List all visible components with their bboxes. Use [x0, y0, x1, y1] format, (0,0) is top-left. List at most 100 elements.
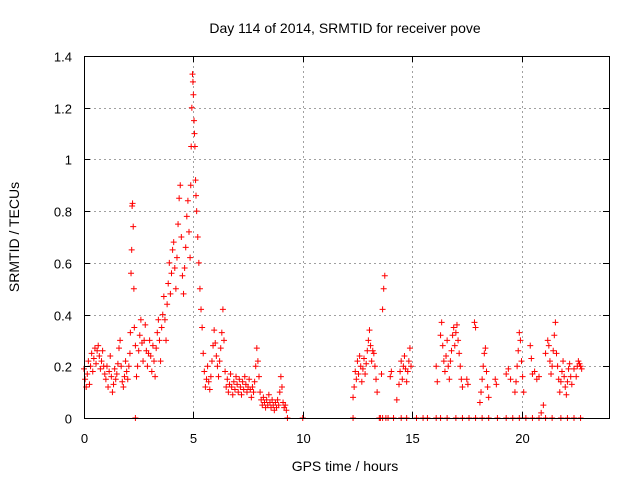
data-point	[571, 365, 577, 372]
data-point	[399, 376, 406, 383]
data-point	[193, 208, 200, 215]
data-point	[166, 259, 173, 266]
data-point	[275, 402, 282, 409]
data-point	[358, 378, 365, 385]
data-point	[472, 324, 479, 331]
data-point	[118, 363, 125, 370]
data-point	[191, 117, 198, 124]
data-point	[551, 332, 558, 339]
data-point	[128, 246, 135, 253]
data-point	[397, 368, 404, 375]
data-point	[531, 368, 538, 375]
data-point	[361, 355, 367, 362]
data-point	[254, 358, 261, 365]
y-tick-label: 0	[65, 412, 72, 427]
data-point	[190, 91, 197, 98]
data-point	[560, 358, 567, 365]
data-point	[135, 347, 142, 354]
data-point	[505, 365, 512, 372]
data-point	[401, 352, 408, 359]
data-point	[112, 376, 119, 383]
data-point	[353, 376, 360, 383]
data-point	[148, 368, 155, 375]
data-point	[224, 376, 231, 383]
data-point	[161, 316, 168, 323]
data-point	[191, 143, 198, 150]
data-point	[131, 324, 138, 331]
data-point	[107, 352, 114, 359]
data-point	[278, 383, 285, 390]
data-point	[457, 363, 464, 370]
data-point	[445, 363, 452, 370]
data-point	[441, 368, 448, 375]
data-point	[257, 389, 264, 396]
data-point	[573, 373, 580, 380]
data-point	[274, 396, 281, 403]
data-point	[140, 358, 147, 365]
data-point	[455, 337, 462, 344]
data-point	[146, 337, 153, 344]
data-point	[374, 389, 381, 396]
data-point	[133, 373, 140, 380]
x-tick-label: 0	[81, 431, 88, 446]
data-point	[381, 272, 388, 279]
data-point	[379, 306, 386, 313]
data-point	[109, 389, 116, 396]
data-point	[371, 363, 378, 370]
data-point	[207, 373, 214, 380]
data-point	[165, 280, 172, 287]
data-point	[205, 378, 212, 385]
data-point	[101, 371, 108, 378]
data-point	[540, 402, 547, 409]
data-point	[82, 376, 89, 383]
data-point	[215, 373, 222, 380]
data-point	[179, 272, 186, 279]
data-point	[367, 342, 374, 349]
data-point	[182, 244, 189, 251]
data-point	[439, 342, 446, 349]
data-point	[137, 316, 144, 323]
data-point	[127, 329, 134, 336]
data-point	[452, 329, 459, 336]
data-point	[450, 324, 457, 331]
data-point	[354, 358, 361, 365]
data-point	[223, 383, 230, 390]
data-point	[511, 389, 518, 396]
data-point	[152, 373, 159, 380]
data-point	[200, 350, 207, 357]
data-point	[88, 350, 95, 357]
data-point	[546, 358, 553, 365]
data-point	[106, 368, 113, 375]
data-point	[446, 376, 453, 383]
data-point	[398, 358, 405, 365]
y-tick-label: 0.8	[54, 205, 72, 220]
data-point	[151, 358, 157, 365]
data-point	[184, 197, 191, 204]
data-points	[81, 71, 585, 421]
data-point	[110, 381, 117, 388]
data-point	[562, 383, 569, 390]
data-point	[476, 399, 483, 406]
data-point	[403, 378, 410, 385]
data-point	[514, 363, 521, 370]
data-point	[214, 363, 221, 370]
data-point	[239, 378, 246, 385]
data-point	[114, 360, 121, 367]
data-point	[363, 360, 370, 367]
data-point	[213, 352, 220, 359]
data-point	[168, 270, 175, 277]
data-point	[97, 365, 104, 372]
data-point	[561, 373, 568, 380]
data-point	[204, 363, 211, 370]
grid	[84, 56, 609, 418]
data-point	[269, 396, 276, 403]
data-point	[199, 324, 206, 331]
data-point	[538, 409, 545, 416]
data-point	[156, 337, 163, 344]
data-point	[191, 130, 198, 137]
data-point	[565, 365, 572, 372]
data-point	[517, 337, 524, 344]
data-point	[440, 358, 447, 365]
data-point	[520, 389, 527, 396]
data-point	[111, 365, 118, 372]
